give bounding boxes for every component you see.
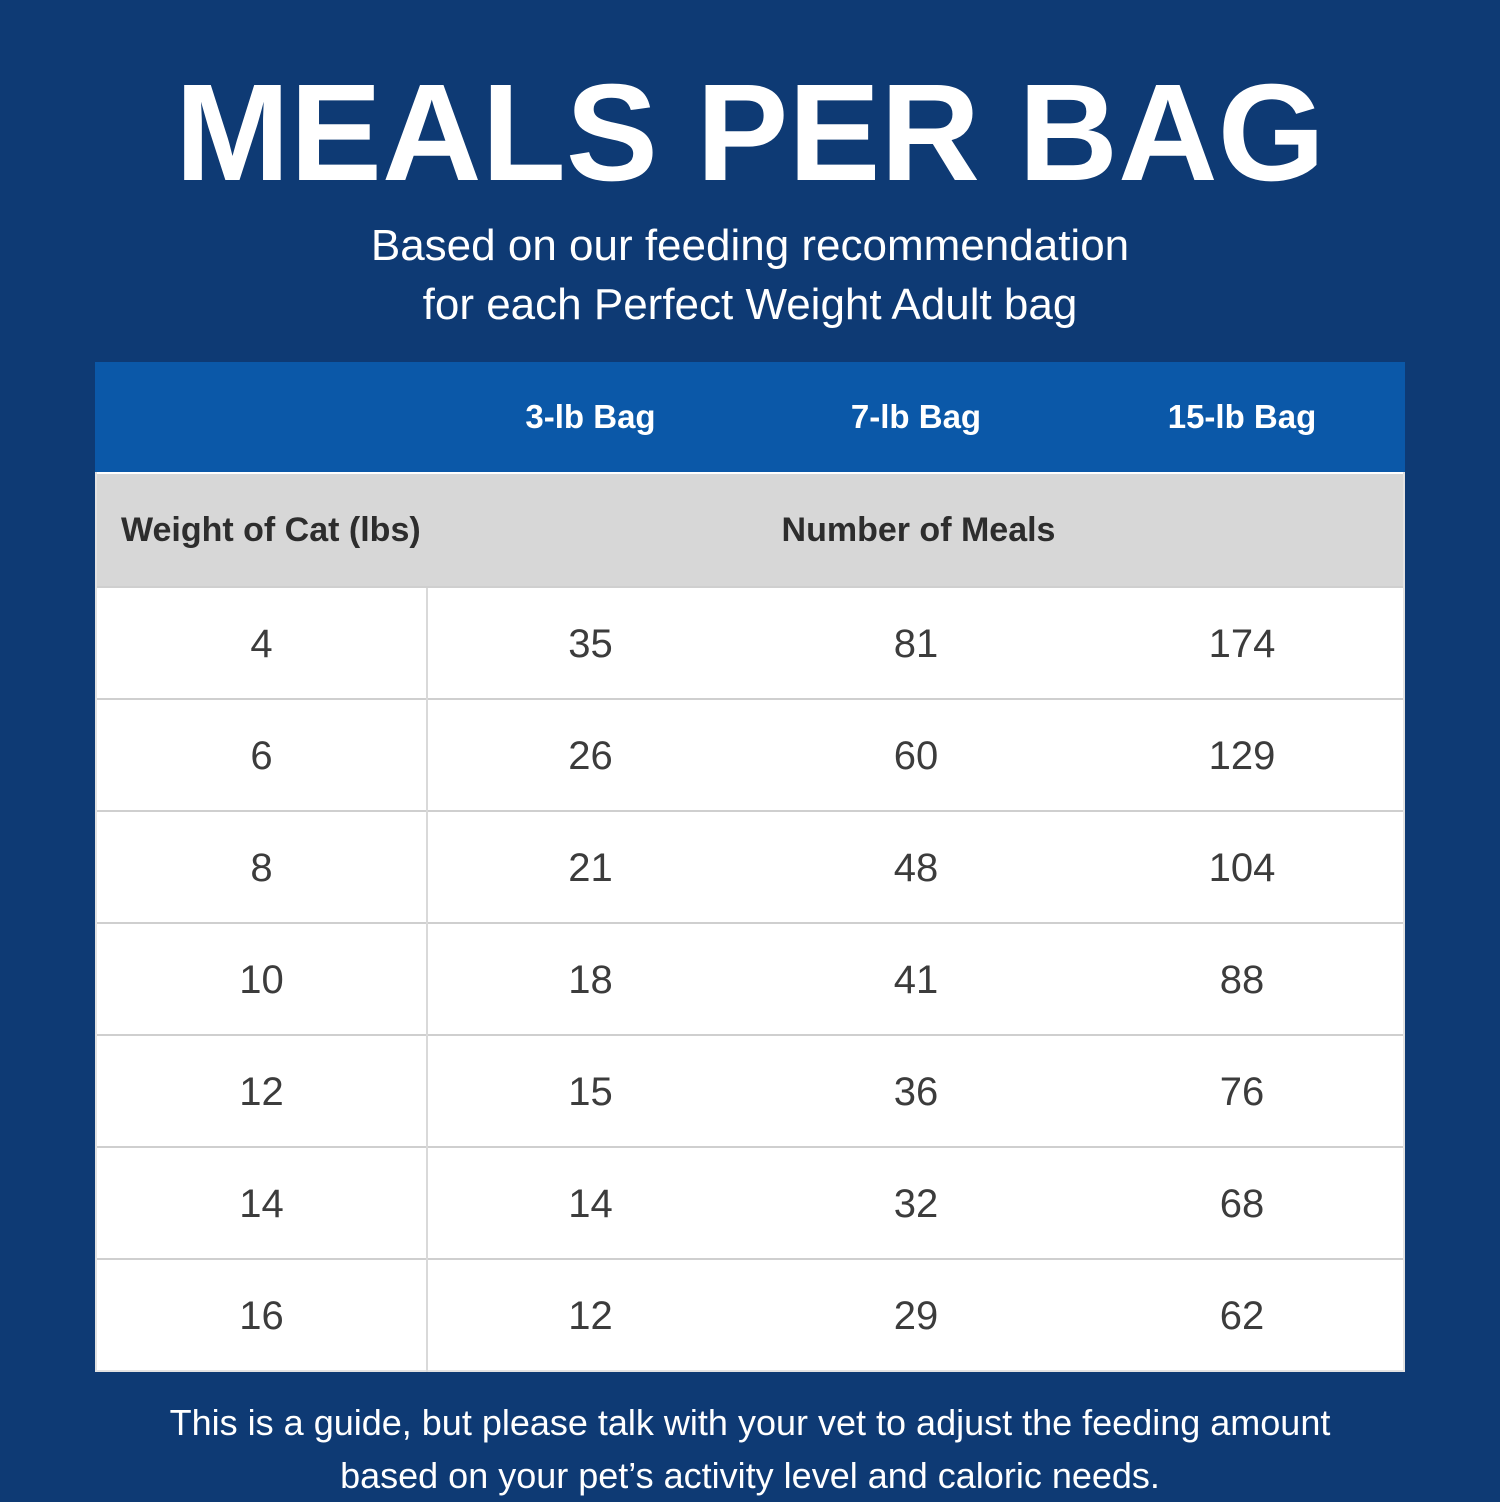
meals-cell-7lb: 60 xyxy=(893,733,939,778)
table-row: 10 18 41 88 xyxy=(97,922,1403,1036)
weight-cell: 6 xyxy=(97,700,428,812)
meals-cell-7lb: 48 xyxy=(893,845,939,890)
weight-cell: 12 xyxy=(97,1036,428,1148)
table-row: 4 35 81 174 xyxy=(97,586,1403,700)
meals-cell-15lb: 104 xyxy=(1208,845,1276,890)
meals-cell-7lb: 41 xyxy=(893,957,939,1002)
subtitle-line-2: for each Perfect Weight Adult bag xyxy=(422,280,1078,329)
meals-table: 3-lb Bag 7-lb Bag 15-lb Bag Weight of Ca… xyxy=(95,362,1405,1372)
value-group-label: Number of Meals xyxy=(781,510,1056,549)
footnote-section: This is a guide, but please talk with yo… xyxy=(0,1396,1500,1502)
table-row: 14 14 32 68 xyxy=(97,1146,1403,1260)
weight-cell: 8 xyxy=(97,812,428,924)
table-row: 8 21 48 104 xyxy=(97,810,1403,924)
meals-cell-15lb: 88 xyxy=(1219,957,1265,1002)
column-header-7lb-bag: 7-lb Bag xyxy=(850,398,982,435)
footnote-line-1: This is a guide, but please talk with yo… xyxy=(169,1402,1331,1443)
meals-cell-7lb: 36 xyxy=(893,1069,939,1114)
meals-cell-7lb: 32 xyxy=(893,1181,939,1226)
table-row: 6 26 60 129 xyxy=(97,698,1403,812)
meals-cell-7lb: 29 xyxy=(893,1293,939,1338)
meals-cell-3lb: 15 xyxy=(568,1069,613,1114)
meals-cell-15lb: 129 xyxy=(1208,733,1276,778)
row-header-label: Weight of Cat (lbs) xyxy=(121,510,421,549)
meals-cell-3lb: 12 xyxy=(568,1293,613,1338)
table-row: 16 12 29 62 xyxy=(97,1258,1403,1372)
column-header-15lb-bag: 15-lb Bag xyxy=(1167,398,1317,435)
meals-cell-3lb: 18 xyxy=(568,957,613,1002)
weight-cell: 10 xyxy=(97,924,428,1036)
page-title: MEALS PER BAG xyxy=(174,56,1326,210)
table-row: 12 15 36 76 xyxy=(97,1034,1403,1148)
column-header-3lb-bag: 3-lb Bag xyxy=(525,398,656,435)
meals-cell-15lb: 174 xyxy=(1208,621,1276,666)
table-subheader-row: Weight of Cat (lbs) Number of Meals xyxy=(97,472,1403,586)
table-header-row: 3-lb Bag 7-lb Bag 15-lb Bag xyxy=(95,362,1405,472)
header-section: MEALS PER BAG Based on our feeding recom… xyxy=(0,0,1500,334)
meals-cell-15lb: 68 xyxy=(1219,1181,1265,1226)
table-body: Weight of Cat (lbs) Number of Meals 4 35… xyxy=(95,472,1405,1372)
weight-cell: 16 xyxy=(97,1260,428,1372)
meals-cell-7lb: 81 xyxy=(893,621,939,666)
meals-cell-15lb: 62 xyxy=(1219,1293,1265,1338)
meals-cell-3lb: 21 xyxy=(568,845,613,890)
footnote-line-2: based on your pet’s activity level and c… xyxy=(340,1455,1160,1496)
meals-cell-3lb: 26 xyxy=(568,733,613,778)
weight-cell: 4 xyxy=(97,588,428,700)
meals-cell-3lb: 14 xyxy=(568,1181,613,1226)
weight-cell: 14 xyxy=(97,1148,428,1260)
subtitle-line-1: Based on our feeding recommendation xyxy=(370,221,1130,270)
meals-cell-3lb: 35 xyxy=(568,621,613,666)
meals-cell-15lb: 76 xyxy=(1219,1069,1265,1114)
